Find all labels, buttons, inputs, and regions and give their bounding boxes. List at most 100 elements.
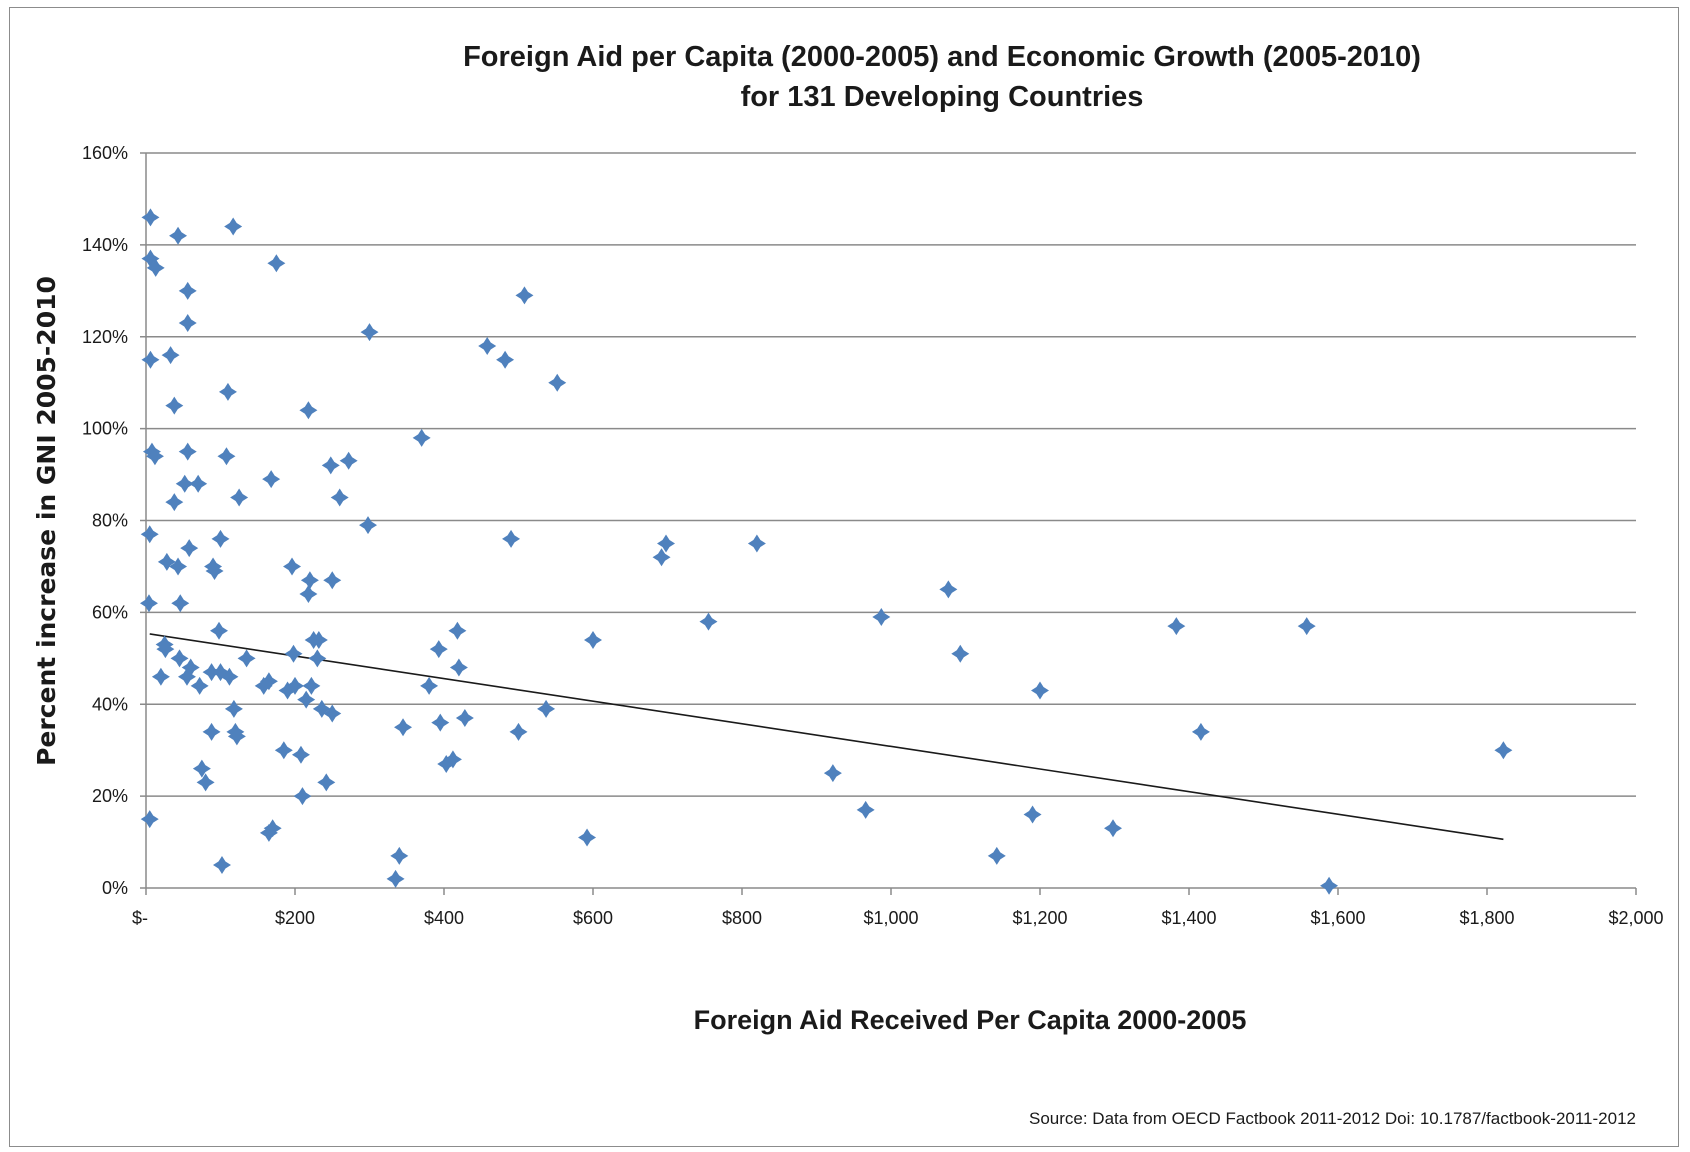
data-point bbox=[299, 585, 318, 603]
data-point bbox=[317, 773, 336, 792]
x-tick-label: $1,600 bbox=[1310, 908, 1365, 928]
data-point bbox=[537, 699, 556, 718]
y-tick-label: 20% bbox=[92, 786, 128, 806]
data-point bbox=[443, 750, 462, 769]
x-tick-label: $1,400 bbox=[1161, 908, 1216, 928]
y-tick-label: 0% bbox=[102, 878, 128, 898]
data-point bbox=[448, 621, 467, 640]
chart-frame bbox=[9, 7, 1679, 1147]
x-tick-label: $2,000 bbox=[1608, 908, 1663, 928]
data-point bbox=[455, 709, 474, 728]
data-point bbox=[1494, 741, 1513, 760]
data-point bbox=[657, 534, 676, 553]
trendline-group bbox=[149, 633, 1504, 841]
data-point bbox=[437, 754, 456, 773]
data-point bbox=[515, 286, 534, 305]
data-point bbox=[145, 447, 164, 466]
data-point bbox=[283, 557, 302, 576]
data-point bbox=[146, 258, 165, 277]
y-tick-label: 100% bbox=[82, 419, 128, 439]
data-point bbox=[165, 493, 184, 512]
trendline bbox=[149, 633, 1504, 841]
data-point bbox=[939, 580, 958, 599]
x-tick-label: $800 bbox=[722, 908, 762, 928]
chart-subtitle: for 131 Developing Countries bbox=[741, 81, 1144, 113]
gridlines bbox=[146, 152, 1636, 797]
data-point bbox=[652, 548, 671, 567]
data-point bbox=[139, 594, 158, 613]
data-point bbox=[284, 644, 303, 663]
x-axis-label: Foreign Aid Received Per Capita 2000-200… bbox=[694, 1005, 1247, 1035]
data-point bbox=[196, 773, 215, 792]
data-point bbox=[151, 667, 170, 686]
data-point bbox=[227, 727, 246, 746]
data-point bbox=[211, 529, 230, 548]
data-point bbox=[141, 350, 160, 369]
y-tick-label: 120% bbox=[82, 327, 128, 347]
data-point bbox=[431, 713, 450, 732]
data-point bbox=[262, 470, 281, 489]
x-tick-label: $400 bbox=[424, 908, 464, 928]
data-point bbox=[291, 745, 310, 764]
data-point bbox=[496, 350, 515, 369]
x-tick-label: $200 bbox=[275, 908, 315, 928]
data-point bbox=[178, 442, 197, 461]
data-point bbox=[856, 800, 875, 819]
data-point bbox=[177, 667, 196, 686]
data-point bbox=[394, 718, 413, 737]
data-point bbox=[309, 630, 328, 649]
data-point bbox=[1167, 617, 1186, 636]
data-point bbox=[872, 607, 891, 626]
x-tick-label: $600 bbox=[573, 908, 613, 928]
data-point bbox=[412, 428, 431, 447]
y-tick-labels: 0% 20% 40% 60% 80% 100% 120% 140% 160% bbox=[82, 143, 128, 898]
data-point bbox=[823, 764, 842, 783]
data-point bbox=[171, 594, 190, 613]
data-point bbox=[323, 571, 342, 590]
data-point bbox=[175, 474, 194, 493]
data-point bbox=[478, 336, 497, 355]
data-point bbox=[323, 704, 342, 723]
axes bbox=[140, 152, 1637, 895]
data-point bbox=[259, 823, 278, 842]
data-point bbox=[259, 672, 278, 691]
data-point bbox=[299, 401, 318, 420]
data-point bbox=[142, 442, 161, 461]
data-point bbox=[189, 474, 208, 493]
data-point bbox=[274, 741, 293, 760]
data-point bbox=[211, 663, 230, 682]
data-point bbox=[224, 699, 243, 718]
data-point bbox=[330, 488, 349, 507]
data-point bbox=[217, 447, 236, 466]
data-point bbox=[302, 676, 321, 695]
x-tick-labels: $- $200 $400 $600 $800 $1,000 $1,200 $1,400 $1,6… bbox=[132, 908, 1664, 928]
x-tick-label: $- bbox=[132, 908, 148, 928]
data-point bbox=[156, 640, 175, 659]
data-point bbox=[359, 516, 378, 535]
data-point bbox=[224, 217, 243, 236]
data-points bbox=[139, 208, 1513, 895]
data-point bbox=[1320, 876, 1339, 895]
y-tick-label: 80% bbox=[92, 511, 128, 531]
data-point bbox=[169, 226, 188, 245]
y-tick-label: 160% bbox=[82, 143, 128, 163]
data-point bbox=[386, 869, 405, 888]
data-point bbox=[699, 612, 718, 631]
data-point bbox=[178, 281, 197, 300]
data-point bbox=[230, 488, 249, 507]
y-tick-label: 40% bbox=[92, 694, 128, 714]
data-point bbox=[1191, 722, 1210, 741]
data-point bbox=[192, 759, 211, 778]
x-tick-label: $1,000 bbox=[863, 908, 918, 928]
data-point bbox=[220, 667, 239, 686]
data-point bbox=[584, 630, 602, 649]
data-point bbox=[141, 208, 160, 227]
data-point bbox=[169, 557, 188, 576]
data-point bbox=[578, 828, 597, 847]
data-point bbox=[293, 787, 312, 806]
data-point bbox=[308, 649, 327, 668]
data-point bbox=[205, 562, 224, 581]
data-point bbox=[390, 846, 409, 865]
data-point bbox=[360, 323, 379, 342]
data-point bbox=[157, 552, 176, 571]
